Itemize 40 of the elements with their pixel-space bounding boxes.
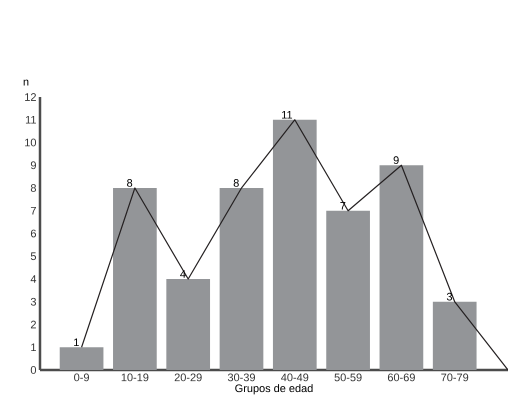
y-tick-label: 6: [30, 230, 36, 238]
data-label: 1: [74, 338, 79, 346]
x-tick-label: 70-79: [441, 374, 468, 382]
x-tick-label: 60-69: [388, 374, 415, 382]
bar: [166, 279, 210, 370]
data-label: 4: [180, 270, 186, 278]
y-tick-label: 10: [25, 138, 36, 146]
bar: [380, 165, 424, 370]
bar: [113, 188, 157, 370]
x-tick-label: 20-29: [174, 374, 202, 382]
y-tick-label: 0: [30, 366, 36, 374]
bar: [432, 302, 477, 370]
x-tick-label: 30-39: [228, 374, 255, 382]
y-axis-title: n: [24, 80, 28, 86]
bar: [60, 347, 104, 370]
bar: [326, 210, 370, 370]
data-label: 11: [282, 111, 292, 119]
bar: [272, 120, 317, 370]
y-tick-label: 5: [30, 252, 36, 260]
y-tick-label: 12: [25, 93, 36, 101]
data-label: 9: [394, 156, 399, 164]
y-tick-label: 9: [30, 161, 36, 170]
y-tick-label: 11: [26, 116, 36, 124]
x-tick-label: 0-9: [74, 374, 89, 382]
data-label: 8: [234, 179, 239, 187]
line-series: [80, 119, 508, 371]
data-label: 7: [340, 202, 346, 210]
y-tick-label: 8: [30, 184, 36, 192]
y-tick-label: 7: [30, 206, 36, 215]
x-tick-label: 10-19: [122, 374, 148, 382]
bar: [220, 188, 264, 370]
x-tick-label: 40-49: [281, 374, 308, 382]
y-tick-label: 4: [30, 275, 36, 283]
x-tick-label: 50-59: [334, 374, 362, 382]
y-tick-label: 1: [31, 343, 36, 352]
x-axis-title: Grupos de edad: [235, 384, 313, 394]
y-tick-label: 3: [30, 298, 36, 306]
data-label: 8: [127, 179, 132, 187]
data-label: 3: [446, 292, 452, 301]
y-tick-label: 2: [30, 320, 36, 328]
